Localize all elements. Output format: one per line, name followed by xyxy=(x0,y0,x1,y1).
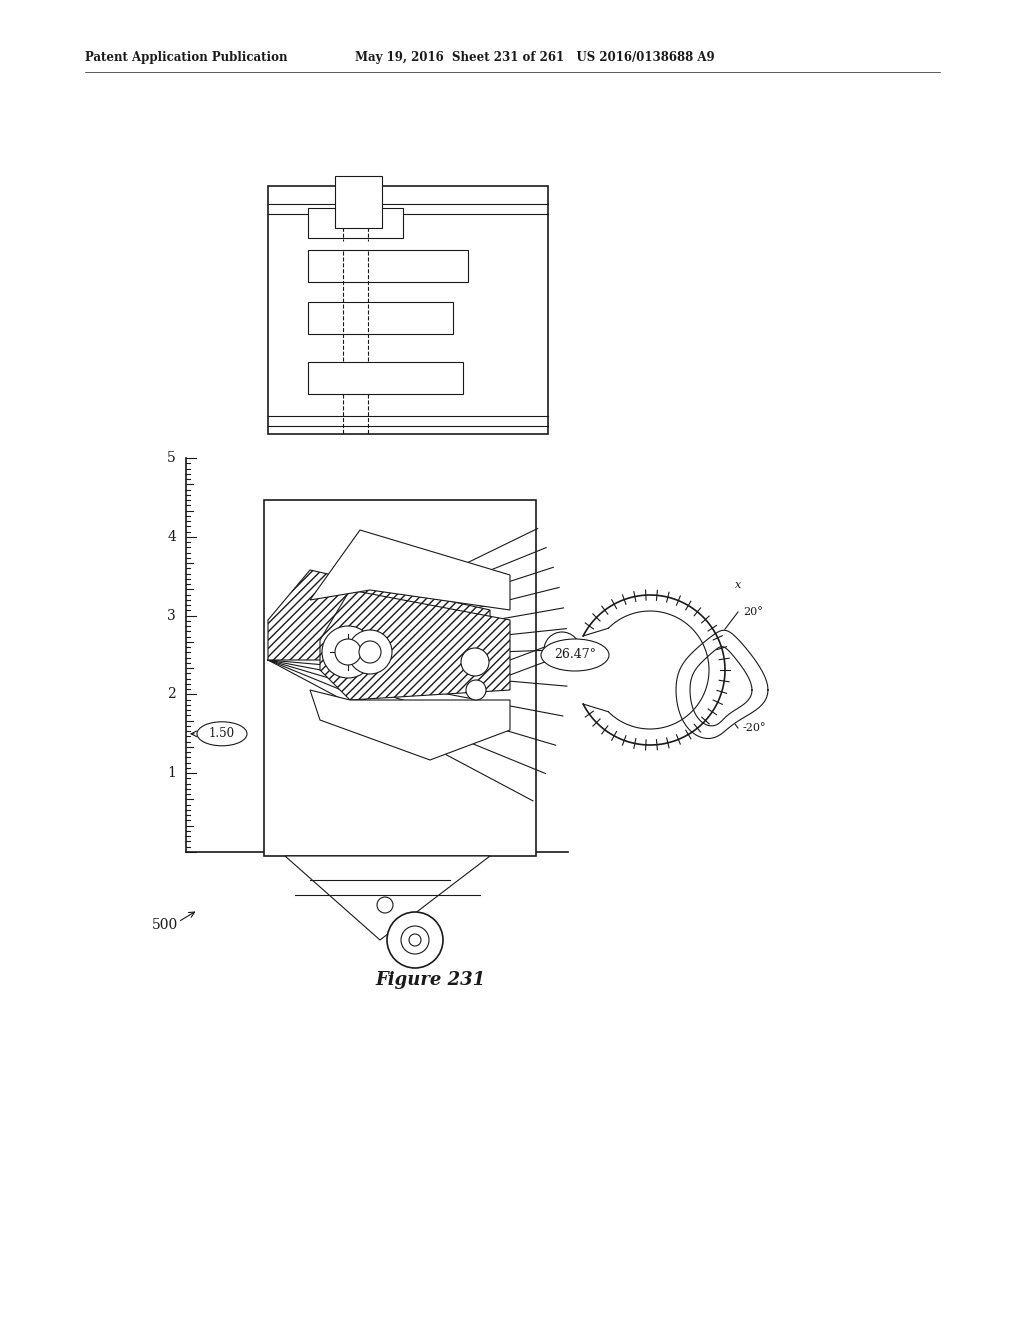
Bar xyxy=(264,500,536,855)
Circle shape xyxy=(377,898,393,913)
Text: 1: 1 xyxy=(167,766,176,780)
Text: 0°: 0° xyxy=(743,665,756,675)
Circle shape xyxy=(409,935,421,946)
Polygon shape xyxy=(310,690,510,760)
Ellipse shape xyxy=(541,639,609,671)
Text: 2: 2 xyxy=(167,688,176,701)
Polygon shape xyxy=(268,570,490,660)
Bar xyxy=(268,186,548,434)
Text: 5: 5 xyxy=(167,451,176,465)
Circle shape xyxy=(461,648,489,676)
Bar xyxy=(308,362,463,393)
Text: Patent Application Publication: Patent Application Publication xyxy=(85,50,288,63)
Bar xyxy=(308,209,403,238)
Ellipse shape xyxy=(197,722,247,746)
Text: Figure 231: Figure 231 xyxy=(375,972,485,989)
Text: -20°: -20° xyxy=(743,723,767,733)
Text: 26.47°: 26.47° xyxy=(554,648,596,661)
Polygon shape xyxy=(319,590,510,700)
Text: May 19, 2016  Sheet 231 of 261   US 2016/0138688 A9: May 19, 2016 Sheet 231 of 261 US 2016/01… xyxy=(355,50,715,63)
Circle shape xyxy=(387,912,443,968)
Text: x: x xyxy=(735,579,741,590)
Text: 3: 3 xyxy=(167,609,176,623)
Polygon shape xyxy=(285,855,490,940)
Circle shape xyxy=(348,630,392,675)
Text: 20°: 20° xyxy=(743,607,763,616)
Circle shape xyxy=(322,626,374,678)
Polygon shape xyxy=(310,531,510,610)
Circle shape xyxy=(401,927,429,954)
Circle shape xyxy=(359,642,381,663)
Bar xyxy=(308,302,453,334)
Circle shape xyxy=(335,639,361,665)
Text: 4: 4 xyxy=(167,529,176,544)
Polygon shape xyxy=(676,630,768,738)
Text: 1.50: 1.50 xyxy=(209,727,236,741)
Circle shape xyxy=(544,632,580,668)
Circle shape xyxy=(466,680,486,700)
Bar xyxy=(308,249,468,282)
Circle shape xyxy=(553,642,571,659)
Bar xyxy=(335,176,382,228)
Text: 500: 500 xyxy=(152,917,178,932)
